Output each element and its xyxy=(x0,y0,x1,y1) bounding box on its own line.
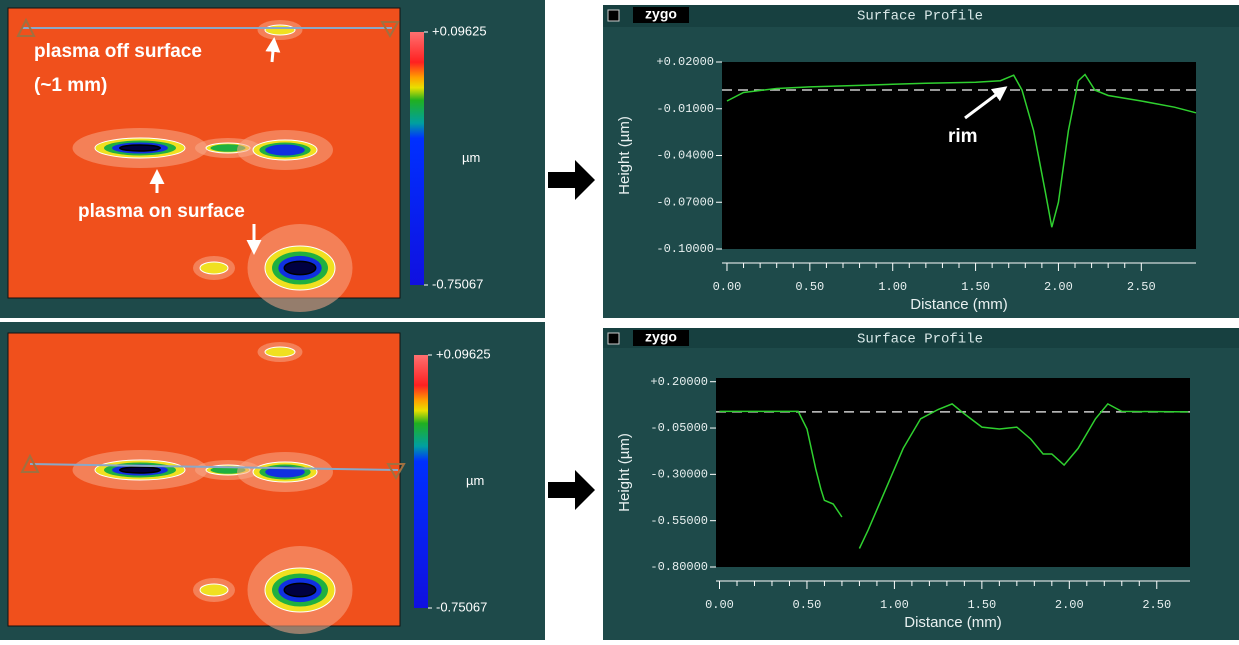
ring xyxy=(199,261,229,275)
y-tick-label: -0.10000 xyxy=(656,242,714,256)
y-tick-label: +0.02000 xyxy=(656,55,714,69)
x-axis-label: Distance (mm) xyxy=(910,296,1008,313)
profile-curve xyxy=(719,402,1189,549)
x-tick-label: 0.50 xyxy=(793,598,822,612)
title-bar xyxy=(603,328,1239,348)
colorbar xyxy=(410,32,424,285)
logo: zygo xyxy=(645,6,677,22)
y-tick-label: -0.80000 xyxy=(650,560,708,574)
annotation: (~1 mm) xyxy=(34,75,107,96)
window-title: Surface Profile xyxy=(857,332,983,348)
profile-line xyxy=(29,463,399,471)
ring xyxy=(199,583,229,597)
x-tick-label: 1.50 xyxy=(961,280,990,294)
ring xyxy=(119,466,161,474)
arrow xyxy=(548,470,595,510)
y-tick-label: -0.30000 xyxy=(650,468,708,482)
colorbar-min: -0.75067 xyxy=(432,276,483,291)
ring xyxy=(265,144,305,156)
y-tick-label: -0.07000 xyxy=(656,195,714,209)
y-axis-label: Height (µm) xyxy=(616,116,633,195)
plot-area xyxy=(722,62,1196,249)
x-tick-label: 1.50 xyxy=(967,598,996,612)
y-tick-label: -0.05000 xyxy=(650,421,708,435)
y-tick-label: -0.01000 xyxy=(656,102,714,116)
y-tick-label: -0.04000 xyxy=(656,149,714,163)
logo-box xyxy=(633,330,689,346)
ring xyxy=(119,144,161,152)
close-box xyxy=(607,9,620,22)
profile-markers xyxy=(20,453,406,481)
x-tick-label: 0.50 xyxy=(795,280,824,294)
colorbar-unit: µm xyxy=(462,150,480,165)
profile-curve xyxy=(726,73,1197,228)
x-tick-label: 2.50 xyxy=(1127,280,1156,294)
x-tick-label: 2.00 xyxy=(1055,598,1084,612)
blobs xyxy=(72,20,353,634)
window-title: Surface Profile xyxy=(857,9,983,25)
y-tick-label: -0.55000 xyxy=(650,514,708,528)
title-bar xyxy=(603,5,1239,27)
annotation: plasma off surface xyxy=(34,41,202,62)
arrow xyxy=(548,160,595,200)
profile-markers xyxy=(16,17,400,39)
plot-area xyxy=(716,378,1190,567)
logo-box xyxy=(633,7,689,23)
x-tick-label: 2.00 xyxy=(1044,280,1073,294)
colorbar-max: +0.09625 xyxy=(436,346,491,361)
close-box xyxy=(607,332,620,345)
annotation: plasma on surface xyxy=(78,201,245,222)
logo: zygo xyxy=(645,329,677,345)
ring xyxy=(264,346,296,358)
y-tick-label: +0.20000 xyxy=(650,375,708,389)
arrow xyxy=(265,37,281,63)
x-axis-label: Distance (mm) xyxy=(904,614,1002,631)
colorbar-unit: µm xyxy=(466,473,484,488)
annotation-arrow xyxy=(964,86,1008,120)
x-tick-label: 1.00 xyxy=(878,280,907,294)
x-tick-label: 2.50 xyxy=(1142,598,1171,612)
annotation: rim xyxy=(948,126,978,147)
x-tick-label: 1.00 xyxy=(880,598,909,612)
colorbar xyxy=(414,355,428,608)
x-tick-label: 0.00 xyxy=(713,280,742,294)
x-tick-label: 0.00 xyxy=(705,598,734,612)
colorbar-max: +0.09625 xyxy=(432,23,487,38)
y-axis-label: Height (µm) xyxy=(616,433,633,512)
colorbar-min: -0.75067 xyxy=(436,599,487,614)
ring xyxy=(264,24,296,36)
ring xyxy=(283,582,317,598)
ring xyxy=(283,260,317,276)
ring xyxy=(210,144,246,152)
